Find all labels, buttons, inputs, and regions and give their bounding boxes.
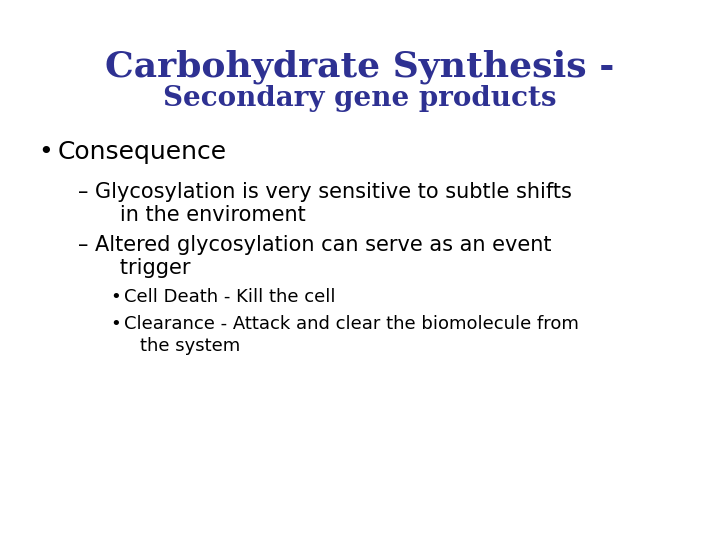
- Text: – Altered glycosylation can serve as an event: – Altered glycosylation can serve as an …: [78, 235, 552, 255]
- Text: the system: the system: [140, 337, 240, 355]
- Text: Secondary gene products: Secondary gene products: [163, 85, 557, 112]
- Text: Carbohydrate Synthesis -: Carbohydrate Synthesis -: [105, 50, 615, 84]
- Text: Clearance - Attack and clear the biomolecule from: Clearance - Attack and clear the biomole…: [124, 315, 579, 333]
- Text: •: •: [110, 288, 121, 306]
- Text: trigger: trigger: [100, 258, 191, 278]
- Text: •: •: [38, 140, 53, 164]
- Text: in the enviroment: in the enviroment: [100, 205, 306, 225]
- Text: Consequence: Consequence: [58, 140, 227, 164]
- Text: •: •: [110, 315, 121, 333]
- Text: – Glycosylation is very sensitive to subtle shifts: – Glycosylation is very sensitive to sub…: [78, 182, 572, 202]
- Text: Cell Death - Kill the cell: Cell Death - Kill the cell: [124, 288, 336, 306]
